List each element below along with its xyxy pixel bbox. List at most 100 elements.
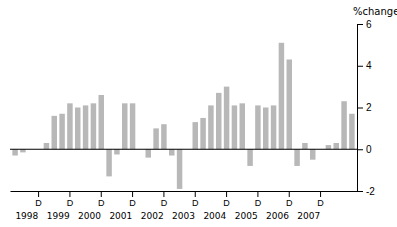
x-tick-mark <box>163 191 164 197</box>
bar <box>169 149 174 155</box>
year-label: 2007 <box>297 211 320 221</box>
y-tick: 0 <box>357 144 372 155</box>
x-tick: D <box>286 191 293 208</box>
y-axis: -2 0 2 4 6 <box>357 19 375 197</box>
bar <box>224 87 229 150</box>
y-tick: 6 <box>357 19 372 30</box>
x-tick: D <box>317 191 324 208</box>
x-axis-line <box>11 191 358 192</box>
bar <box>177 149 182 189</box>
x-tick-mark <box>289 191 290 197</box>
bar <box>216 93 221 149</box>
x-tick-label: D <box>317 198 324 208</box>
x-tick: D <box>223 191 230 208</box>
bar <box>161 124 166 149</box>
x-tick: D <box>255 191 262 208</box>
bar <box>240 103 245 149</box>
bar <box>200 118 205 149</box>
bar <box>106 149 111 176</box>
bar <box>208 105 213 149</box>
bar <box>153 128 158 149</box>
x-tick-label: D <box>286 198 293 208</box>
y-tick: 4 <box>357 60 372 71</box>
year-label: 2006 <box>266 211 289 221</box>
x-tick-mark <box>320 191 321 197</box>
bar <box>302 143 307 149</box>
annotations: 1998 1999 2000 2001 2002 2003 2004 2005 2006 2007 <box>15 211 320 221</box>
year-label: 2002 <box>141 211 164 221</box>
x-tick-mark <box>132 191 133 197</box>
x-tick-mark <box>101 191 102 197</box>
x-tick-label: D <box>161 198 168 208</box>
year-label: 2000 <box>78 211 101 221</box>
bar <box>232 105 237 149</box>
x-tick-mark <box>195 191 196 197</box>
x-tick-label: D <box>67 198 74 208</box>
year-label: 2004 <box>203 211 226 221</box>
year-label: 2005 <box>235 211 258 221</box>
y-tick-mark <box>357 108 363 109</box>
bar <box>310 149 315 159</box>
year-label: 1999 <box>47 211 70 221</box>
x-tick-mark <box>226 191 227 197</box>
x-tick: D <box>161 191 168 208</box>
y-tick-mark <box>357 24 363 25</box>
y-tick-mark <box>357 66 363 67</box>
x-tick: D <box>98 191 105 208</box>
year-label: 2001 <box>109 211 132 221</box>
x-tick-label: D <box>192 198 199 208</box>
y-tick-label: 6 <box>366 19 372 30</box>
bar <box>83 105 88 149</box>
year-label: 2003 <box>172 211 195 221</box>
bar <box>44 143 49 149</box>
bar <box>114 149 119 154</box>
bar <box>349 114 354 149</box>
y-tick: 2 <box>357 102 372 113</box>
x-axis: DDDDDDDDDD <box>11 191 358 208</box>
y-tick-label: 2 <box>366 102 372 113</box>
bars <box>12 43 354 189</box>
x-tick-label: D <box>98 198 105 208</box>
y-tick-label: 4 <box>366 60 372 71</box>
chart: DDDDDDDDDD199819992000200120022003200420… <box>0 0 397 227</box>
bar <box>255 105 260 149</box>
bar <box>263 108 268 150</box>
bar <box>287 59 292 149</box>
x-tick: D <box>192 191 199 208</box>
y-tick: -2 <box>357 186 375 197</box>
y-axis-line <box>358 25 364 192</box>
bar <box>67 103 72 149</box>
bar <box>52 116 57 149</box>
bar <box>271 105 276 149</box>
bar <box>146 149 151 157</box>
bar <box>91 103 96 149</box>
x-tick-label: D <box>223 198 230 208</box>
y-tick-mark <box>357 149 363 150</box>
bar <box>326 145 331 149</box>
bar <box>12 149 17 155</box>
bar <box>75 108 80 150</box>
bar <box>279 43 284 149</box>
baseline <box>10 149 357 150</box>
x-tick-mark <box>69 191 70 197</box>
x-tick-mark <box>257 191 258 197</box>
bar <box>294 149 299 166</box>
x-tick-label: D <box>129 198 136 208</box>
bar <box>247 149 252 166</box>
y-tick-mark <box>357 191 363 192</box>
x-tick-label: D <box>255 198 262 208</box>
bar <box>99 95 104 149</box>
bar <box>59 114 64 149</box>
x-tick: D <box>35 191 42 208</box>
x-tick-label: D <box>35 198 42 208</box>
x-tick: D <box>129 191 136 208</box>
bar <box>341 101 346 149</box>
bar <box>122 103 127 149</box>
bar <box>193 122 198 149</box>
x-tick: D <box>67 191 74 208</box>
y-tick-label: 0 <box>366 144 372 155</box>
bar <box>334 143 339 149</box>
year-label: 1998 <box>15 211 38 221</box>
y-tick-label: -2 <box>366 186 375 197</box>
x-tick-mark <box>38 191 39 197</box>
